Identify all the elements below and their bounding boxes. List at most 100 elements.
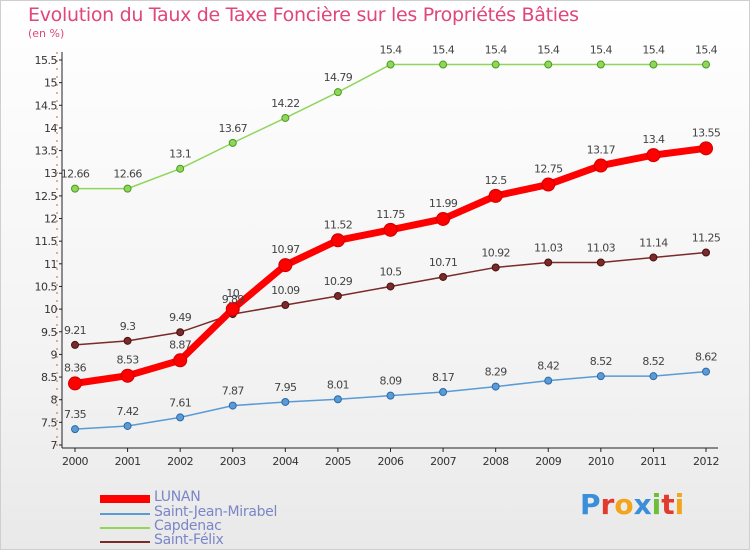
- point-saint-jean-mirabel: [702, 367, 710, 376]
- x-tick-label: 2011: [640, 455, 666, 468]
- x-tick-label: 2000: [62, 455, 88, 468]
- data-label-saint-f-lix: 10.09: [271, 284, 300, 297]
- y-tick-label: 10: [44, 303, 57, 316]
- x-tick-label: 2010: [588, 455, 614, 468]
- data-label-capdenac: 13.67: [219, 122, 248, 135]
- data-label-saint-jean-mirabel: 8.42: [537, 360, 559, 373]
- point-lunan: [488, 188, 503, 203]
- data-label-capdenac: 15.4: [590, 44, 613, 57]
- data-label-capdenac: 14.22: [271, 97, 300, 110]
- x-tick-label: 2012: [693, 455, 719, 468]
- data-label-lunan: 10: [226, 287, 239, 300]
- proxiti-logo: Proxiti: [580, 488, 685, 521]
- legend-label: Capdenac: [154, 518, 222, 534]
- data-label-capdenac: 12.66: [113, 168, 142, 181]
- point-capdenac: [176, 164, 185, 173]
- y-tick-label: 7.5: [41, 416, 57, 429]
- data-label-saint-jean-mirabel: 7.87: [222, 385, 245, 398]
- data-label-saint-f-lix: 9.89: [222, 293, 245, 306]
- point-capdenac: [386, 60, 395, 69]
- data-label-lunan: 11.52: [324, 218, 353, 231]
- data-label-lunan: 8.87: [169, 338, 192, 351]
- point-saint-jean-mirabel: [281, 397, 290, 406]
- y-tick-label: 11: [44, 258, 57, 271]
- y-tick-label: 15: [44, 77, 57, 90]
- legend-item-saint-jean-mirabel: Saint-Jean-Mirabel: [100, 504, 360, 521]
- point-saint-f-lix: [386, 282, 395, 291]
- point-lunan: [646, 148, 661, 163]
- point-saint-jean-mirabel: [386, 391, 395, 400]
- data-label-saint-jean-mirabel: 8.52: [642, 355, 664, 368]
- x-tick-label: 2002: [167, 455, 193, 468]
- point-saint-jean-mirabel: [491, 382, 500, 391]
- legend-swatch: [100, 513, 150, 515]
- data-label-saint-f-lix: 10.71: [429, 256, 458, 269]
- data-label-capdenac: 14.79: [324, 71, 353, 84]
- x-tick-label: 2005: [325, 455, 351, 468]
- point-lunan: [278, 258, 293, 273]
- data-label-lunan: 10.97: [271, 243, 300, 256]
- point-saint-f-lix: [702, 248, 710, 257]
- point-saint-f-lix: [649, 253, 658, 262]
- legend-swatch: [100, 495, 150, 503]
- data-label-saint-f-lix: 9.49: [169, 311, 192, 324]
- data-label-lunan: 11.75: [376, 208, 405, 221]
- point-saint-f-lix: [439, 272, 448, 281]
- point-lunan: [383, 222, 398, 237]
- point-saint-jean-mirabel: [228, 401, 237, 410]
- point-lunan: [436, 211, 451, 226]
- y-tick-label: 10.5: [35, 280, 58, 293]
- data-label-saint-f-lix: 10.92: [481, 246, 510, 259]
- point-lunan: [330, 233, 345, 248]
- x-tick-label: 2007: [430, 455, 456, 468]
- data-label-lunan: 13.17: [587, 144, 616, 157]
- x-tick-label: 2003: [220, 455, 246, 468]
- y-tick-label: 8.5: [41, 371, 57, 384]
- y-tick-label: 9.5: [41, 326, 57, 339]
- point-saint-jean-mirabel: [544, 376, 553, 385]
- data-label-capdenac: 15.4: [485, 44, 508, 57]
- point-saint-f-lix: [491, 263, 500, 272]
- point-capdenac: [596, 60, 605, 69]
- data-label-saint-f-lix: 10.29: [324, 275, 353, 288]
- data-label-capdenac: 15.4: [695, 44, 718, 57]
- point-lunan: [699, 141, 713, 156]
- data-label-capdenac: 12.66: [61, 168, 90, 181]
- data-label-lunan: 12.5: [485, 174, 508, 187]
- legend-item-capdenac: Capdenac: [100, 518, 360, 535]
- point-capdenac: [123, 184, 132, 193]
- point-capdenac: [439, 60, 448, 69]
- data-label-capdenac: 13.1: [169, 148, 191, 161]
- y-tick-label: 9: [51, 348, 58, 361]
- point-lunan: [593, 158, 608, 173]
- y-tick-label: 15.5: [35, 54, 58, 67]
- point-capdenac: [491, 60, 500, 69]
- legend-item-saint-f-lix: Saint-Félix: [100, 532, 360, 549]
- y-tick-label: 13.5: [35, 145, 58, 158]
- data-label-saint-f-lix: 9.21: [64, 324, 86, 337]
- data-label-saint-f-lix: 9.3: [120, 320, 136, 333]
- data-label-saint-f-lix: 11.25: [692, 232, 721, 245]
- point-saint-jean-mirabel: [123, 421, 132, 430]
- point-capdenac: [544, 60, 553, 69]
- data-label-lunan: 13.4: [642, 133, 665, 146]
- point-saint-jean-mirabel: [439, 388, 448, 397]
- y-tick-label: 13: [44, 167, 57, 180]
- x-tick-label: 2008: [483, 455, 509, 468]
- x-tick-label: 2006: [378, 455, 404, 468]
- point-saint-f-lix: [123, 336, 132, 345]
- data-label-saint-jean-mirabel: 7.95: [274, 381, 297, 394]
- data-label-capdenac: 15.4: [642, 44, 665, 57]
- data-label-saint-jean-mirabel: 8.62: [695, 351, 717, 364]
- point-capdenac: [649, 60, 658, 69]
- point-saint-f-lix: [176, 328, 185, 337]
- x-tick-label: 2004: [272, 455, 298, 468]
- point-saint-jean-mirabel: [71, 425, 79, 434]
- point-capdenac: [71, 184, 79, 193]
- series-line-capdenac: [74, 63, 707, 190]
- data-label-saint-jean-mirabel: 8.09: [379, 375, 402, 388]
- legend-swatch: [100, 541, 150, 543]
- data-label-lunan: 8.53: [117, 354, 140, 367]
- y-tick-label: 14: [44, 122, 57, 135]
